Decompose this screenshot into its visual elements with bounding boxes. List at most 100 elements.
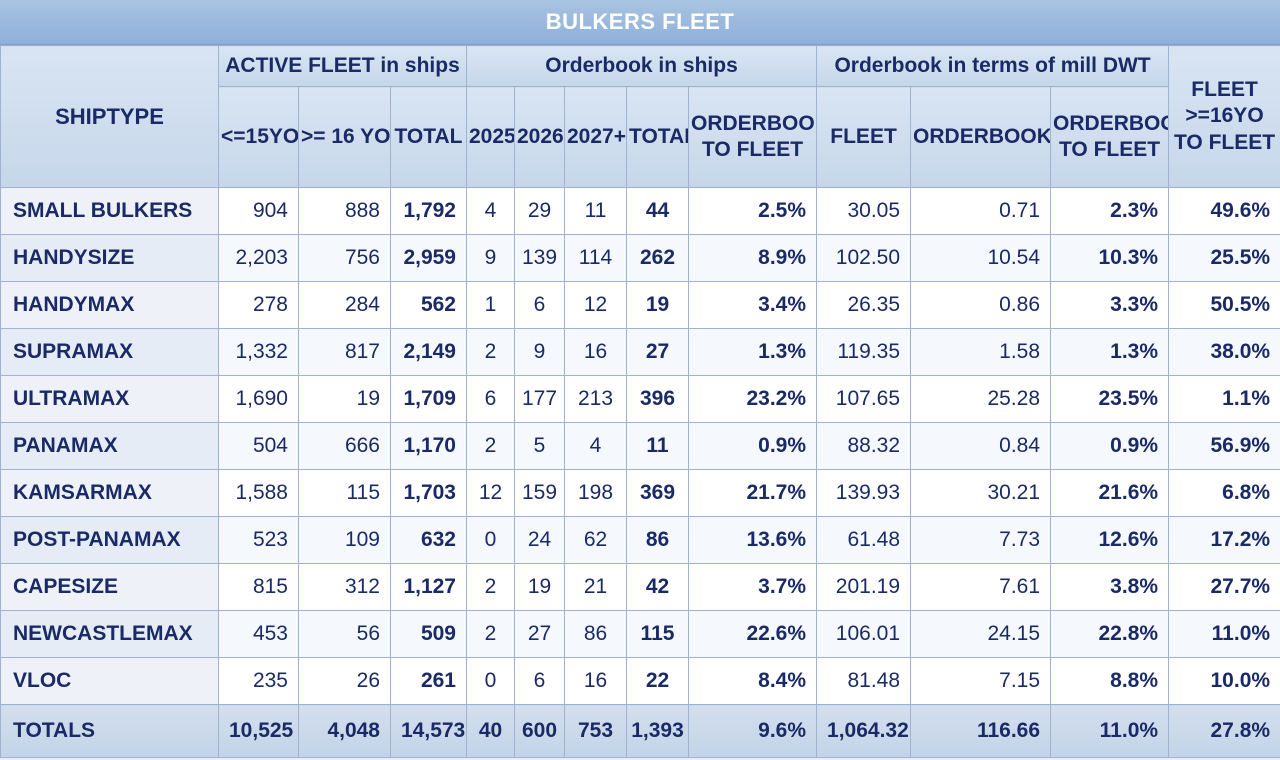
row-dwt-orderbook: 10.54 — [910, 234, 1052, 282]
row-shiptype: ULTRAMAX — [0, 375, 219, 423]
row-shiptype: HANDYMAX — [0, 281, 219, 329]
row-dwt-orderbook-to-fleet: 8.8% — [1050, 657, 1170, 705]
row-le15yo: 523 — [218, 516, 299, 564]
row-orderbook-to-fleet: 3.4% — [687, 281, 818, 329]
row-active-total: 632 — [390, 516, 467, 564]
totals-label: TOTALS — [0, 704, 219, 758]
totals-2025: 40 — [466, 704, 515, 758]
totals-row: TOTALS 10,525 4,048 14,573 40 600 753 1,… — [0, 704, 1280, 758]
row-orderbook-total: 369 — [626, 469, 689, 517]
row-ge16yo: 109 — [298, 516, 391, 564]
row-ge16yo: 756 — [298, 234, 391, 282]
header-orderbook-total: TOTAL — [626, 86, 689, 188]
row-orderbook-total: 42 — [626, 563, 689, 611]
row-ge16yo: 817 — [298, 328, 391, 376]
table-row: SUPRAMAX 1,332 817 2,149 2 9 16 27 1.3% 119.35 1.5… — [0, 328, 1280, 376]
table-row: CAPESIZE 815 312 1,127 2 19 21 42 3.7% 201.19 7.61… — [0, 563, 1280, 611]
row-2026: 5 — [514, 422, 565, 470]
row-orderbook-total: 27 — [626, 328, 689, 376]
row-orderbook-to-fleet: 8.4% — [687, 657, 818, 705]
row-2025: 12 — [466, 469, 515, 517]
row-dwt-fleet: 107.65 — [816, 375, 912, 423]
row-2026: 6 — [514, 281, 565, 329]
header-dwt-orderbook: ORDERBOOK — [910, 86, 1052, 188]
row-2025: 1 — [466, 281, 515, 329]
totals-dwt-fleet: 1,064.32 — [816, 704, 912, 758]
totals-dwt-orderbook-to-fleet: 11.0% — [1050, 704, 1170, 758]
row-dwt-orderbook: 7.73 — [910, 516, 1052, 564]
row-2027-plus: 11 — [564, 187, 627, 235]
row-fleet-old-to-fleet: 49.6% — [1168, 187, 1280, 235]
totals-active-total: 14,573 — [390, 704, 467, 758]
row-orderbook-to-fleet: 2.5% — [687, 187, 818, 235]
row-active-total: 562 — [390, 281, 467, 329]
row-orderbook-to-fleet: 22.6% — [687, 610, 818, 658]
row-shiptype: KAMSARMAX — [0, 469, 219, 517]
row-le15yo: 904 — [218, 187, 299, 235]
header-2027-plus: 2027+ — [564, 86, 627, 188]
row-dwt-fleet: 81.48 — [816, 657, 912, 705]
row-dwt-orderbook: 25.28 — [910, 375, 1052, 423]
header-2026: 2026 — [514, 86, 565, 188]
row-dwt-orderbook: 0.71 — [910, 187, 1052, 235]
totals-orderbook-to-fleet: 9.6% — [687, 704, 818, 758]
row-2027-plus: 114 — [564, 234, 627, 282]
table-row: PANAMAX 504 666 1,170 2 5 4 11 0.9% 88.32 0.84 0.9%… — [0, 422, 1280, 470]
row-orderbook-to-fleet: 23.2% — [687, 375, 818, 423]
row-fleet-old-to-fleet: 50.5% — [1168, 281, 1280, 329]
row-dwt-orderbook: 7.15 — [910, 657, 1052, 705]
header-dwt-fleet: FLEET — [816, 86, 912, 188]
row-fleet-old-to-fleet: 6.8% — [1168, 469, 1280, 517]
totals-le15yo: 10,525 — [218, 704, 299, 758]
row-shiptype: SUPRAMAX — [0, 328, 219, 376]
row-orderbook-total: 396 — [626, 375, 689, 423]
totals-ge16yo: 4,048 — [298, 704, 391, 758]
row-le15yo: 2,203 — [218, 234, 299, 282]
table-row: HANDYSIZE 2,203 756 2,959 9 139 114 262 8.9% 102.… — [0, 234, 1280, 282]
row-fleet-old-to-fleet: 10.0% — [1168, 657, 1280, 705]
row-2025: 2 — [466, 610, 515, 658]
row-2025: 4 — [466, 187, 515, 235]
header-le15yo: <=15YO — [218, 86, 299, 188]
row-active-total: 1,792 — [390, 187, 467, 235]
row-le15yo: 453 — [218, 610, 299, 658]
row-2025: 0 — [466, 516, 515, 564]
row-2025: 2 — [466, 328, 515, 376]
row-active-total: 1,127 — [390, 563, 467, 611]
row-dwt-fleet: 201.19 — [816, 563, 912, 611]
totals-2027-plus: 753 — [564, 704, 627, 758]
row-dwt-orderbook-to-fleet: 23.5% — [1050, 375, 1170, 423]
row-orderbook-total: 44 — [626, 187, 689, 235]
row-orderbook-to-fleet: 8.9% — [687, 234, 818, 282]
table-footer: TOTALS 10,525 4,048 14,573 40 600 753 1,… — [0, 704, 1280, 758]
row-dwt-orderbook: 7.61 — [910, 563, 1052, 611]
row-active-total: 1,703 — [390, 469, 467, 517]
row-2026: 9 — [514, 328, 565, 376]
row-dwt-fleet: 106.01 — [816, 610, 912, 658]
row-2027-plus: 198 — [564, 469, 627, 517]
row-dwt-orderbook: 30.21 — [910, 469, 1052, 517]
row-2027-plus: 213 — [564, 375, 627, 423]
row-2027-plus: 21 — [564, 563, 627, 611]
row-le15yo: 815 — [218, 563, 299, 611]
row-2027-plus: 62 — [564, 516, 627, 564]
row-orderbook-to-fleet: 0.9% — [687, 422, 818, 470]
row-active-total: 509 — [390, 610, 467, 658]
row-shiptype: NEWCASTLEMAX — [0, 610, 219, 658]
row-2027-plus: 16 — [564, 657, 627, 705]
table-row: VLOC 235 26 261 0 6 16 22 8.4% 81.48 7.15 8.8% 10.0% — [0, 657, 1280, 705]
row-le15yo: 235 — [218, 657, 299, 705]
row-2027-plus: 16 — [564, 328, 627, 376]
row-orderbook-total: 11 — [626, 422, 689, 470]
row-le15yo: 1,332 — [218, 328, 299, 376]
row-shiptype: POST-PANAMAX — [0, 516, 219, 564]
row-2025: 2 — [466, 422, 515, 470]
row-active-total: 1,170 — [390, 422, 467, 470]
row-shiptype: SMALL BULKERS — [0, 187, 219, 235]
bulkers-fleet-table: SHIPTYPE ACTIVE FLEET in ships Orderbook… — [0, 45, 1280, 758]
row-ge16yo: 115 — [298, 469, 391, 517]
row-dwt-fleet: 88.32 — [816, 422, 912, 470]
row-fleet-old-to-fleet: 25.5% — [1168, 234, 1280, 282]
header-2025: 2025 — [466, 86, 515, 188]
row-dwt-orderbook-to-fleet: 2.3% — [1050, 187, 1170, 235]
